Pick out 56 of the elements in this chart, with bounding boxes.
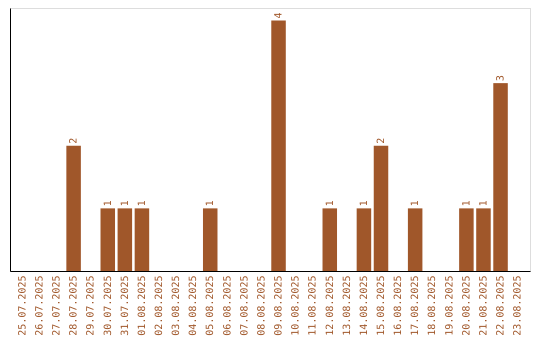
bar xyxy=(476,208,491,271)
data-label: 3 xyxy=(496,75,507,82)
x-tick-label: 22.08.2025 xyxy=(496,276,507,336)
bar xyxy=(374,146,388,271)
x-tick-label: 27.07.2025 xyxy=(52,276,63,336)
data-label: 2 xyxy=(68,138,80,144)
data-label: 1 xyxy=(136,200,148,206)
x-tick-label: 21.08.2025 xyxy=(478,276,490,336)
bar xyxy=(459,208,474,271)
bar xyxy=(100,208,116,271)
bar xyxy=(202,208,218,271)
bar xyxy=(118,208,132,271)
x-tick-label: 25.07.2025 xyxy=(17,276,28,336)
x-tick-label: 13.08.2025 xyxy=(342,276,353,336)
x-tick-label: 28.07.2025 xyxy=(68,276,80,336)
x-tick-label: 17.08.2025 xyxy=(410,276,422,336)
x-tick-label: 26.07.2025 xyxy=(34,276,46,336)
x-tick-label: 05.08.2025 xyxy=(205,276,216,336)
data-label: 1 xyxy=(358,200,370,206)
x-tick-label: 11.08.2025 xyxy=(308,276,319,336)
x-tick-label: 06.08.2025 xyxy=(222,276,234,336)
data-label: 1 xyxy=(478,200,490,206)
x-tick-label: 09.08.2025 xyxy=(274,276,285,336)
x-tick-label: 01.08.2025 xyxy=(136,276,148,336)
bar xyxy=(356,208,372,271)
data-label: 1 xyxy=(102,200,114,206)
x-tick-label: 14.08.2025 xyxy=(358,276,370,336)
x-tick-label: 31.07.2025 xyxy=(120,276,131,336)
data-label: 1 xyxy=(461,200,472,206)
x-tick-label: 10.08.2025 xyxy=(290,276,302,336)
data-label: 1 xyxy=(324,200,336,206)
x-tick-label: 08.08.2025 xyxy=(256,276,268,336)
x-tick-label: 30.07.2025 xyxy=(102,276,114,336)
x-tick-label: 16.08.2025 xyxy=(393,276,404,336)
x-tick-label: 03.08.2025 xyxy=(171,276,182,336)
x-tick-label: 04.08.2025 xyxy=(188,276,200,336)
x-tick-label: 02.08.2025 xyxy=(154,276,165,336)
x-tick-label: 12.08.2025 xyxy=(324,276,336,336)
data-label: 1 xyxy=(120,200,131,206)
bar xyxy=(134,208,150,271)
x-tick-label: 15.08.2025 xyxy=(376,276,387,336)
x-tick-label: 19.08.2025 xyxy=(444,276,456,336)
bar xyxy=(408,208,422,271)
x-tick-label: 29.07.2025 xyxy=(86,276,97,336)
x-tick-label: 23.08.2025 xyxy=(512,276,524,336)
bar xyxy=(322,208,338,271)
x-tick-label: 20.08.2025 xyxy=(461,276,472,336)
bar xyxy=(271,20,286,271)
x-tick-label: 07.08.2025 xyxy=(239,276,250,336)
x-tick-label: 18.08.2025 xyxy=(427,276,438,336)
data-label: 2 xyxy=(376,138,387,144)
data-label: 4 xyxy=(274,12,285,19)
data-label: 1 xyxy=(205,200,216,206)
bar xyxy=(66,146,81,271)
bar xyxy=(493,83,508,271)
data-label: 1 xyxy=(410,200,422,206)
